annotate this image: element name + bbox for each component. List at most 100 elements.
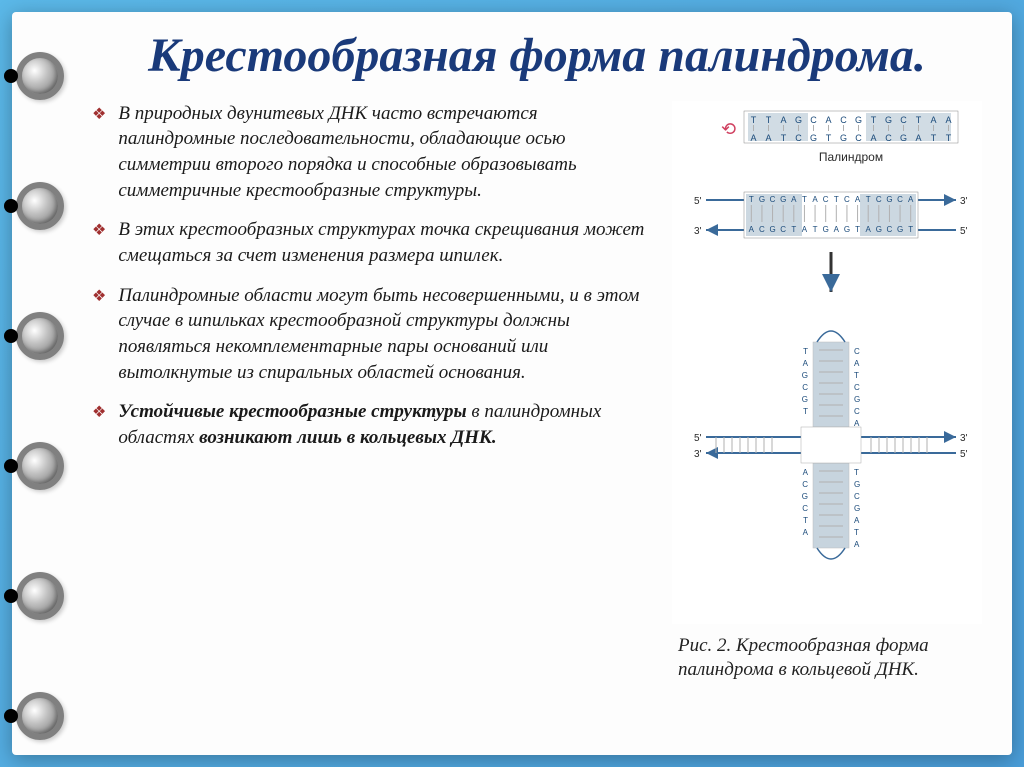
svg-text:G: G bbox=[900, 133, 907, 143]
svg-text:A: A bbox=[803, 528, 809, 537]
svg-text:A: A bbox=[915, 133, 921, 143]
svg-text:A: A bbox=[791, 195, 797, 204]
svg-text:T: T bbox=[931, 133, 937, 143]
svg-text:T: T bbox=[834, 195, 839, 204]
svg-text:A: A bbox=[854, 419, 860, 428]
dna-diagram: ⟲TTAGCACGTGCTAAAATCGTGCACGATTПалиндром5'… bbox=[672, 101, 982, 624]
svg-text:T: T bbox=[781, 133, 787, 143]
svg-text:C: C bbox=[854, 383, 860, 392]
svg-text:G: G bbox=[854, 395, 860, 404]
svg-text:T: T bbox=[854, 371, 859, 380]
bullet-item: ❖ В этих крестообразных структурах точка… bbox=[92, 217, 654, 268]
svg-text:G: G bbox=[769, 225, 775, 234]
svg-text:G: G bbox=[855, 115, 862, 125]
svg-text:G: G bbox=[840, 133, 847, 143]
svg-text:5': 5' bbox=[694, 196, 702, 207]
svg-text:A: A bbox=[866, 225, 872, 234]
svg-text:C: C bbox=[876, 195, 882, 204]
svg-text:3': 3' bbox=[960, 196, 968, 207]
svg-text:G: G bbox=[897, 225, 903, 234]
figure-column: ⟲TTAGCACGTGCTAAAATCGTGCACGATTПалиндром5'… bbox=[672, 101, 982, 737]
svg-text:C: C bbox=[887, 225, 893, 234]
svg-text:C: C bbox=[802, 383, 808, 392]
figure-caption: Рис. 2. Крестообразная форма палиндрома … bbox=[672, 634, 982, 683]
svg-text:T: T bbox=[916, 115, 922, 125]
svg-text:T: T bbox=[803, 407, 808, 416]
bullet-item: ❖ Палиндромные области могут быть несове… bbox=[92, 283, 654, 386]
svg-text:T: T bbox=[946, 133, 952, 143]
svg-text:3': 3' bbox=[694, 449, 702, 460]
svg-text:T: T bbox=[749, 195, 754, 204]
svg-text:G: G bbox=[810, 133, 817, 143]
spiral-binding bbox=[12, 12, 72, 755]
svg-text:T: T bbox=[802, 195, 807, 204]
svg-text:A: A bbox=[870, 133, 876, 143]
svg-text:T: T bbox=[813, 225, 818, 234]
svg-text:5': 5' bbox=[960, 449, 968, 460]
text-column: ❖ В природных двунитевых ДНК часто встре… bbox=[92, 101, 654, 737]
svg-text:A: A bbox=[750, 133, 756, 143]
bullet-icon: ❖ bbox=[92, 220, 106, 268]
bullet-text: В этих крестообразных структурах точка с… bbox=[118, 217, 654, 268]
svg-text:C: C bbox=[759, 225, 765, 234]
svg-text:A: A bbox=[765, 133, 771, 143]
svg-text:T: T bbox=[866, 195, 871, 204]
slide-body: ❖ В природных двунитевых ДНК часто встре… bbox=[92, 101, 982, 737]
svg-text:T: T bbox=[854, 468, 859, 477]
svg-text:G: G bbox=[823, 225, 829, 234]
svg-text:A: A bbox=[834, 225, 840, 234]
svg-text:Палиндром: Палиндром bbox=[819, 150, 883, 164]
svg-text:⟲: ⟲ bbox=[721, 119, 736, 139]
bullet-text: Устойчивые крестообразные структуры в па… bbox=[118, 399, 654, 450]
svg-text:C: C bbox=[795, 133, 802, 143]
svg-text:T: T bbox=[766, 115, 772, 125]
svg-text:C: C bbox=[780, 225, 786, 234]
svg-text:C: C bbox=[844, 195, 850, 204]
svg-text:A: A bbox=[945, 115, 951, 125]
bullet-text: В природных двунитевых ДНК часто встреча… bbox=[118, 101, 654, 204]
bullet-icon: ❖ bbox=[92, 402, 106, 450]
svg-text:5': 5' bbox=[694, 433, 702, 444]
svg-text:G: G bbox=[802, 371, 808, 380]
svg-text:C: C bbox=[823, 195, 829, 204]
svg-text:G: G bbox=[802, 395, 808, 404]
svg-text:A: A bbox=[930, 115, 936, 125]
svg-text:3': 3' bbox=[960, 433, 968, 444]
slide-title: Крестообразная форма палиндрома. bbox=[92, 30, 982, 83]
bullet-item: ❖ В природных двунитевых ДНК часто встре… bbox=[92, 101, 654, 204]
svg-text:A: A bbox=[802, 225, 808, 234]
svg-text:C: C bbox=[770, 195, 776, 204]
bullet-text: Палиндромные области могут быть несоверш… bbox=[118, 283, 654, 386]
svg-text:C: C bbox=[900, 115, 907, 125]
slide-frame: Крестообразная форма палиндрома. ❖ В при… bbox=[12, 12, 1012, 755]
svg-text:A: A bbox=[854, 359, 860, 368]
svg-text:A: A bbox=[812, 195, 818, 204]
svg-text:A: A bbox=[803, 468, 809, 477]
svg-text:G: G bbox=[844, 225, 850, 234]
svg-text:T: T bbox=[826, 133, 832, 143]
svg-text:C: C bbox=[802, 480, 808, 489]
svg-text:A: A bbox=[854, 540, 860, 549]
svg-text:C: C bbox=[802, 504, 808, 513]
svg-text:5': 5' bbox=[960, 226, 968, 237]
svg-text:C: C bbox=[855, 133, 862, 143]
svg-text:G: G bbox=[780, 195, 786, 204]
svg-text:G: G bbox=[759, 195, 765, 204]
svg-text:G: G bbox=[795, 115, 802, 125]
svg-text:3': 3' bbox=[694, 226, 702, 237]
svg-text:T: T bbox=[871, 115, 877, 125]
svg-text:A: A bbox=[825, 115, 831, 125]
svg-text:G: G bbox=[876, 225, 882, 234]
svg-text:G: G bbox=[885, 115, 892, 125]
svg-text:C: C bbox=[897, 195, 903, 204]
bullet-icon: ❖ bbox=[92, 286, 106, 386]
bullet-item: ❖ Устойчивые крестообразные структуры в … bbox=[92, 399, 654, 450]
svg-text:T: T bbox=[803, 516, 808, 525]
svg-text:C: C bbox=[810, 115, 817, 125]
svg-text:C: C bbox=[854, 407, 860, 416]
svg-text:T: T bbox=[908, 225, 913, 234]
svg-text:A: A bbox=[803, 359, 809, 368]
svg-text:G: G bbox=[802, 492, 808, 501]
svg-text:T: T bbox=[803, 347, 808, 356]
svg-text:G: G bbox=[886, 195, 892, 204]
